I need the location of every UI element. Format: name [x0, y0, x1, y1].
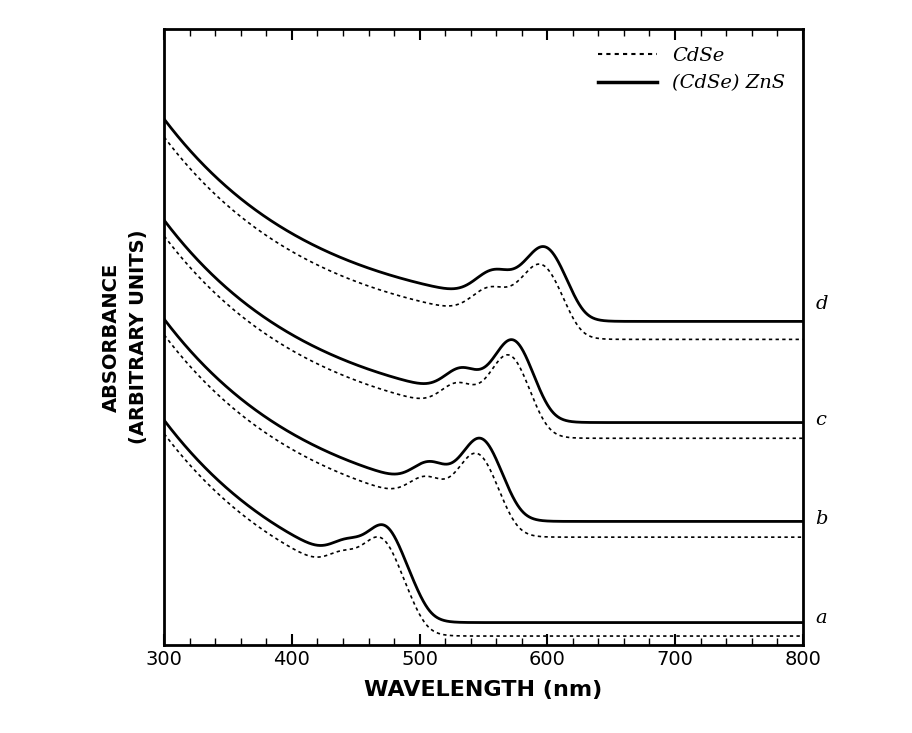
X-axis label: WAVELENGTH (nm): WAVELENGTH (nm)	[364, 680, 603, 700]
Y-axis label: ABSORBANCE
(ARBITRARY UNITS): ABSORBANCE (ARBITRARY UNITS)	[102, 230, 148, 444]
Text: a: a	[815, 609, 827, 627]
Text: c: c	[815, 411, 826, 430]
Text: d: d	[815, 295, 828, 312]
Text: b: b	[815, 510, 828, 528]
Legend: CdSe, (CdSe) ZnS: CdSe, (CdSe) ZnS	[590, 39, 793, 100]
